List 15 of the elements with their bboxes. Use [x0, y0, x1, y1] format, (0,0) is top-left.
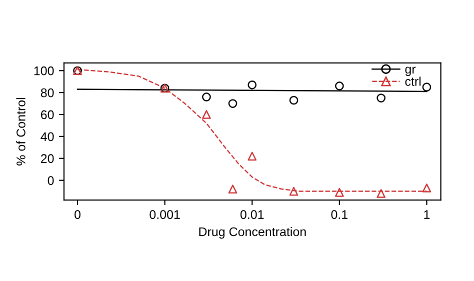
- y-axis-title: % of Control: [16, 98, 26, 166]
- y-tick-label: 100: [34, 66, 54, 76]
- y-tick-label: 20: [40, 154, 54, 164]
- x-tick-label: 1: [424, 210, 430, 219]
- y-tick-label: 0: [48, 176, 54, 185]
- x-tick-label: 0.001: [150, 210, 180, 219]
- x-tick-label: 0: [74, 210, 80, 219]
- x-axis-title: Drug Concentration: [199, 227, 306, 239]
- y-tick-label: 40: [40, 132, 54, 142]
- y-tick-label: 80: [40, 88, 54, 98]
- legend-label: gr: [405, 66, 416, 76]
- legend-label: ctrl: [405, 76, 421, 86]
- x-tick-label: 0.1: [331, 210, 348, 219]
- y-tick-label: 60: [41, 110, 54, 120]
- x-tick-label: 0.01: [240, 210, 264, 219]
